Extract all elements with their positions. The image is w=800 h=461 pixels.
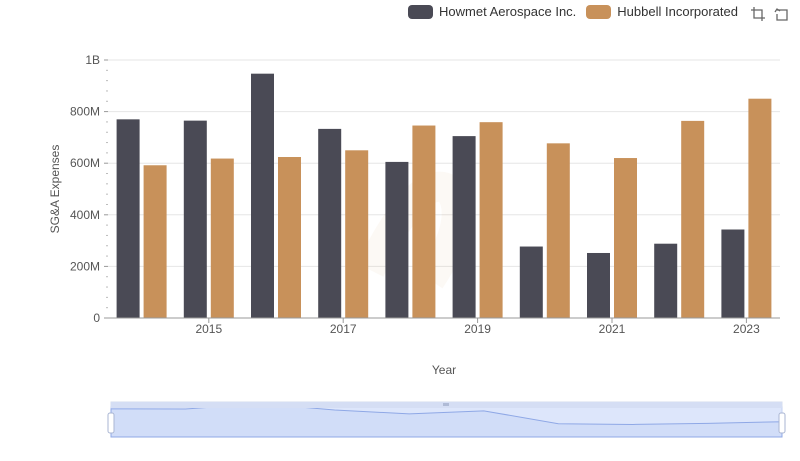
crop-icon[interactable] [750, 6, 766, 22]
legend: Howmet Aerospace Inc. Hubbell Incorporat… [408, 4, 738, 19]
bar-howmet-2023[interactable] [721, 229, 745, 318]
bar-hubbell-2015[interactable] [210, 158, 234, 318]
slider-handle-left[interactable] [107, 412, 115, 434]
y-tick-label: 1B [85, 53, 100, 67]
x-tick-label: 2023 [733, 322, 760, 336]
bar-howmet-2019[interactable] [452, 136, 476, 318]
bar-hubbell-2021[interactable] [614, 158, 637, 318]
bars [116, 73, 772, 318]
legend-swatch-hubbell [586, 4, 612, 19]
y-axis-ticks: 0 200M 400M 600M 800M 1B [70, 53, 108, 325]
bar-howmet-2014[interactable] [116, 119, 140, 318]
bar-howmet-2022[interactable] [654, 243, 678, 318]
x-tick-label: 2019 [464, 322, 491, 336]
y-axis-label: SG&A Expenses [48, 145, 62, 234]
y-tick-label: 600M [70, 156, 100, 170]
x-tick-label: 2015 [195, 322, 222, 336]
x-tick-label: 2021 [599, 322, 626, 336]
y-tick-label: 400M [70, 208, 100, 222]
slider-drag-grip[interactable] [443, 403, 449, 406]
y-tick-label: 800M [70, 105, 100, 119]
chart-toolbar [750, 6, 790, 22]
bar-hubbell-2019[interactable] [479, 122, 503, 318]
legend-swatch-howmet [408, 4, 433, 19]
legend-label-howmet: Howmet Aerospace Inc. [439, 4, 577, 19]
bar-hubbell-2016[interactable] [278, 157, 301, 318]
legend-label-hubbell: Hubbell Incorporated [617, 4, 738, 19]
x-tick-label: 2017 [330, 322, 357, 336]
bar-hubbell-2018[interactable] [412, 125, 436, 318]
bar-howmet-2017[interactable] [318, 128, 342, 318]
y-tick-label: 200M [70, 259, 100, 273]
y-tick-label: 0 [93, 311, 100, 325]
bar-hubbell-2022[interactable] [681, 120, 705, 318]
bar-howmet-2016[interactable] [251, 73, 274, 318]
x-axis-label: Year [432, 363, 456, 377]
bar-howmet-2020[interactable] [519, 246, 543, 318]
legend-item-howmet[interactable]: Howmet Aerospace Inc. [408, 4, 576, 19]
bar-hubbell-2020[interactable] [546, 143, 570, 318]
x-axis-ticks: 2015 2017 2019 2021 2023 [195, 318, 760, 336]
bar-howmet-2018[interactable] [385, 161, 409, 318]
zoom-slider[interactable] [107, 401, 786, 438]
bar-hubbell-2017[interactable] [345, 150, 369, 318]
slider-handle-right[interactable] [778, 412, 786, 434]
legend-item-hubbell[interactable]: Hubbell Incorporated [586, 4, 738, 19]
bar-hubbell-2014[interactable] [143, 165, 167, 318]
bar-howmet-2015[interactable] [183, 120, 207, 318]
bar-hubbell-2023[interactable] [748, 98, 772, 318]
reset-icon[interactable] [774, 6, 790, 22]
bar-howmet-2021[interactable] [587, 252, 610, 318]
